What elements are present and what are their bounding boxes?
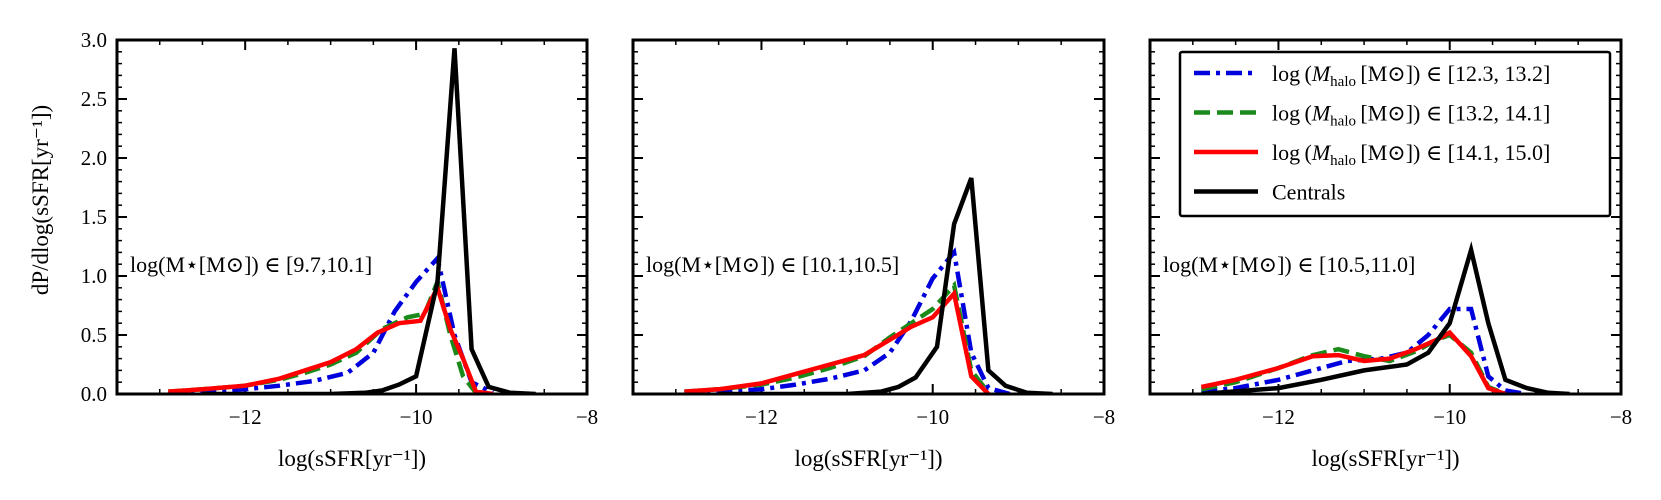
x-tick-label: −12	[745, 405, 778, 429]
series-line-3	[718, 177, 1053, 394]
mass-bin-annotation: log(M⋆[M⊙]) ∈ [9.7,10.1]	[130, 252, 372, 277]
axes-frame	[631, 38, 1106, 396]
y-tick-label: 3.0	[81, 28, 107, 52]
x-tick-label: −12	[1262, 405, 1295, 429]
x-tick-label: −8	[1093, 405, 1115, 429]
legend-label: log (Mhalo [M⊙]) ∈ [13.2, 14.1]	[1272, 101, 1550, 130]
y-tick-label: 2.0	[81, 146, 107, 170]
x-tick-label: −10	[1433, 405, 1466, 429]
panel-right: −12 −10 −8 log(M⋆[M⊙]) ∈ [10.5,11.0] log(sSF…	[1148, 38, 1632, 471]
y-tick-label: 2.5	[81, 87, 107, 111]
y-axis-label: dP/dlog(sSFR[yr⁻¹])	[28, 105, 53, 295]
axes-frame	[1148, 38, 1623, 396]
panel-left: −12 −10 −8 0.0 0.5 1.0 1.5 2.0 2.5 3.0 log(M⋆[M⊙])…	[81, 28, 598, 471]
x-tick-label: −12	[229, 405, 262, 429]
series-line-2	[684, 288, 991, 394]
x-axis-label: log(sSFR[yr⁻¹])	[794, 446, 942, 471]
panel-middle: −12 −10 −8 log(M⋆[M⊙]) ∈ [10.1,10.5] log(sSF…	[631, 38, 1115, 471]
x-axis-label: log(sSFR[yr⁻¹])	[278, 446, 426, 471]
legend-label: log (Mhalo [M⊙]) ∈ [14.1, 15.0]	[1272, 140, 1550, 169]
y-tick-label: 0.5	[81, 323, 107, 347]
legend-box	[1178, 50, 1612, 218]
legend-label: log (Mhalo [M⊙]) ∈ [12.3, 13.2]	[1272, 61, 1550, 90]
x-axis-label: log(sSFR[yr⁻¹])	[1311, 446, 1459, 471]
mass-bin-annotation: log(M⋆[M⊙]) ∈ [10.5,11.0]	[1163, 252, 1415, 277]
series-line-3	[1201, 241, 1570, 394]
x-tick-label: −10	[400, 405, 433, 429]
x-tick-label: −8	[576, 405, 598, 429]
series-line-0	[1201, 306, 1528, 394]
x-tick-label: −8	[1610, 405, 1632, 429]
series-line-0	[684, 247, 1011, 394]
y-tick-label: 0.0	[81, 382, 107, 406]
series-line-2	[1200, 329, 1507, 394]
legend-label: Centrals	[1272, 180, 1345, 205]
series-line-2	[168, 281, 494, 394]
series-line-0	[168, 253, 494, 394]
y-tick-label: 1.0	[81, 264, 107, 288]
mass-bin-annotation: log(M⋆[M⊙]) ∈ [10.1,10.5]	[646, 252, 899, 277]
x-tick-label: −10	[916, 405, 949, 429]
axes-frame	[115, 38, 589, 396]
y-tick-label: 1.5	[81, 205, 107, 229]
